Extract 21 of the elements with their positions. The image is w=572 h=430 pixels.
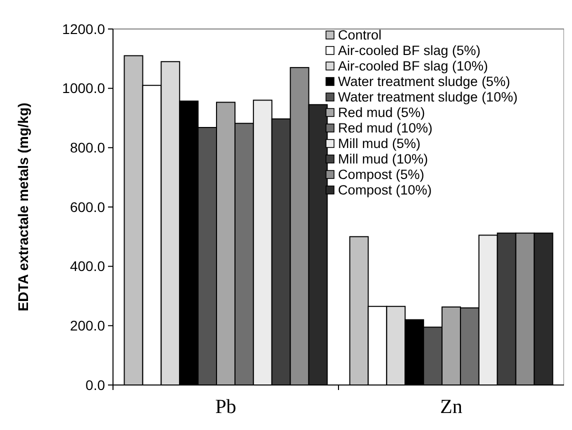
x-tick-label: Zn [440, 396, 462, 418]
legend-label: Mill mud (10%) [338, 152, 428, 167]
y-axis-title: EDTA extractale metals (mg/kg) [15, 102, 31, 312]
y-tick-label: 1000.0 [62, 80, 106, 96]
x-tick-label: Pb [215, 396, 236, 418]
y-tick-label: 200.0 [70, 318, 106, 334]
legend-label: Red mud (10%) [338, 120, 433, 136]
legend-label: Air-cooled BF slag (10%) [338, 58, 488, 74]
legend-label: Water treatment sludge (10%) [338, 90, 518, 105]
legend-label: Compost (5%) [338, 167, 424, 182]
legend-label: Mill mud (5%) [338, 136, 421, 152]
y-tick-label: 400.0 [70, 258, 106, 274]
legend-label: Air-cooled BF slag (5%) [338, 43, 481, 58]
y-tick-label: 0.0 [86, 376, 106, 393]
legend-label: Red mud (5%) [338, 105, 426, 120]
legend-label: Water treatment sludge (5%) [338, 74, 510, 90]
y-tick-label: 1200.0 [62, 20, 106, 37]
legend-label: Compost (10%) [338, 182, 432, 198]
y-tick-label: 800.0 [70, 140, 106, 156]
y-tick-label: 600.0 [70, 198, 106, 215]
legend-label: Control [338, 28, 382, 43]
